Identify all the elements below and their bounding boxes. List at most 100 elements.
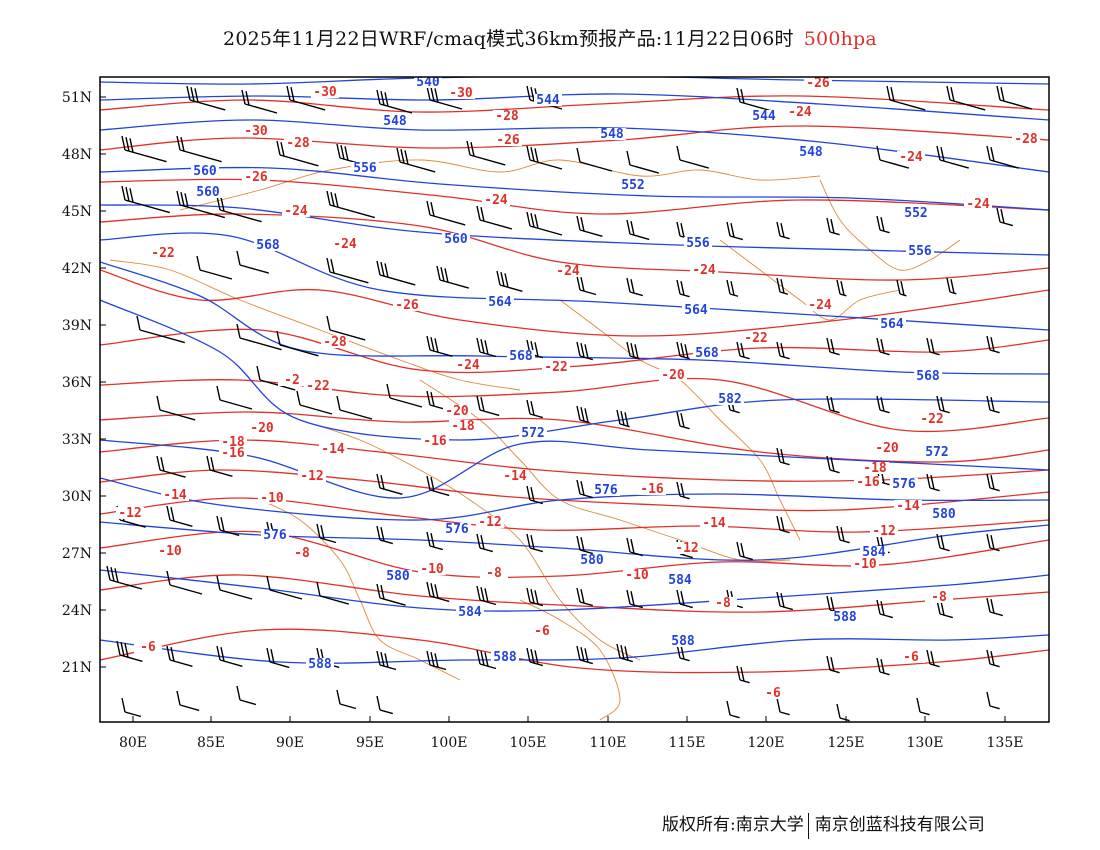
boundary-line [109, 259, 521, 391]
temperature-label: -28 [323, 335, 347, 350]
temperature-label-bg [700, 517, 728, 529]
geopotential-line [100, 299, 1049, 441]
temperature-label: -14 [702, 516, 726, 531]
wind-barb [316, 581, 349, 605]
wind-barb [926, 649, 940, 668]
temperature-label: -20 [661, 368, 685, 383]
lon-tick-label: 100E [431, 735, 468, 751]
geopotential-label-bg [351, 162, 379, 174]
wind-barb [121, 185, 170, 214]
geopotential-line [100, 204, 1049, 256]
temperature-label: -26 [244, 170, 268, 185]
geopotential-label-bg [254, 239, 282, 251]
lon-tick-label: 85E [197, 735, 225, 751]
temperature-label-bg [1012, 133, 1040, 145]
temperature-label: -30 [313, 85, 337, 100]
wind-barb [526, 533, 543, 553]
longitude-axis: 80E 85E 90E 95E 100E 105E 110E 115E 120E 125E 130E… [119, 716, 1023, 751]
wind-barb [436, 265, 469, 289]
geopotential-label: 572 [925, 445, 948, 460]
geopotential-label: 544 [752, 109, 776, 124]
geopotential-label-bg [619, 179, 647, 191]
geopotential-label: 572 [521, 426, 544, 441]
geopotential-label: 584 [668, 573, 692, 588]
geopotential-label-bg [906, 245, 934, 257]
temperature-label-bg [161, 489, 189, 501]
temperature-label-bg [116, 507, 144, 519]
geopotential-label-bg [194, 186, 222, 198]
temperature-label-bg [393, 299, 421, 311]
wind-barb [936, 395, 950, 414]
temperature-label-bg [851, 558, 879, 570]
wind-barb [986, 597, 1003, 617]
temperature-label-bg [248, 422, 276, 434]
wind-barb [876, 395, 890, 414]
geopotential-label: 588 [671, 634, 695, 649]
wind-barb [426, 200, 466, 226]
wind-barb [576, 215, 603, 237]
geopotential-label: 576 [445, 522, 469, 537]
temperature-label: -14 [896, 499, 920, 514]
temperature-label: -24 [899, 150, 923, 165]
wind-barb [776, 697, 790, 716]
wind-barb [426, 85, 463, 110]
lat-tick-label: 39N [62, 318, 92, 334]
wind-barb [476, 585, 497, 606]
temperature-label-bg [418, 563, 446, 575]
wind-barb [826, 395, 840, 414]
temperature-label-bg [331, 238, 359, 250]
lat-tick-label: 36N [62, 375, 92, 391]
geopotential-line [100, 439, 1049, 499]
geopotential-label: 580 [580, 553, 604, 568]
geopotential-label-bg [914, 370, 942, 382]
temperature-label-bg [321, 336, 349, 348]
geopotential-contours [100, 77, 1049, 664]
temperature-label: -16 [856, 475, 880, 490]
geopotential-label-bg [693, 347, 721, 359]
company-text: 南京创蓝科技有限公司 [814, 815, 985, 835]
temperature-label: -24 [966, 197, 990, 212]
lat-tick-label: 45N [62, 204, 92, 220]
wind-barb [676, 279, 690, 298]
lon-tick-label: 115E [669, 735, 706, 751]
temperature-label: -10 [420, 562, 444, 577]
wind-barb [986, 649, 1000, 668]
wind-barb [876, 599, 893, 619]
plot-frame [99, 76, 1050, 723]
temperature-label: -28 [495, 109, 519, 124]
temperature-label-bg [219, 436, 247, 448]
wind-barb [776, 221, 790, 240]
wind-barb [376, 473, 403, 495]
geopotential-label-bg [578, 554, 606, 566]
temperature-label: -10 [260, 491, 284, 506]
wind-barb [236, 250, 269, 274]
temperature-label: -20 [875, 441, 899, 456]
geopotential-label-bg [534, 94, 562, 106]
wind-barb [996, 85, 1033, 110]
wind-barb [426, 531, 443, 551]
geopotential-label: 588 [308, 657, 332, 672]
temperature-label: -24 [333, 237, 357, 252]
geopotential-label-bg [442, 233, 470, 245]
wind-barb [196, 255, 233, 280]
temperature-label-bg [454, 359, 482, 371]
temperature-label: -16 [640, 482, 664, 497]
geopotential-label: 580 [932, 507, 956, 522]
temperature-label-bg [623, 569, 651, 581]
lon-tick-label: 120E [748, 735, 785, 751]
wind-barb [776, 447, 790, 466]
wind-barb [496, 270, 523, 292]
temperature-label-bg [480, 567, 508, 579]
wind-barb [526, 587, 543, 607]
geopotential-label-bg [491, 651, 519, 663]
wind-barb [576, 535, 593, 555]
temperature-label: -30 [244, 124, 268, 139]
wind-barb [876, 145, 909, 169]
copyright-text: 版权所有:南京大学 [662, 815, 804, 835]
geopotential-label: 584 [458, 605, 482, 620]
temperature-label-bg [421, 435, 449, 447]
lon-tick-label: 105E [510, 735, 547, 751]
temperature-label-bg [897, 151, 925, 163]
wind-barb [936, 145, 969, 169]
geopotential-label-bg [306, 658, 334, 670]
